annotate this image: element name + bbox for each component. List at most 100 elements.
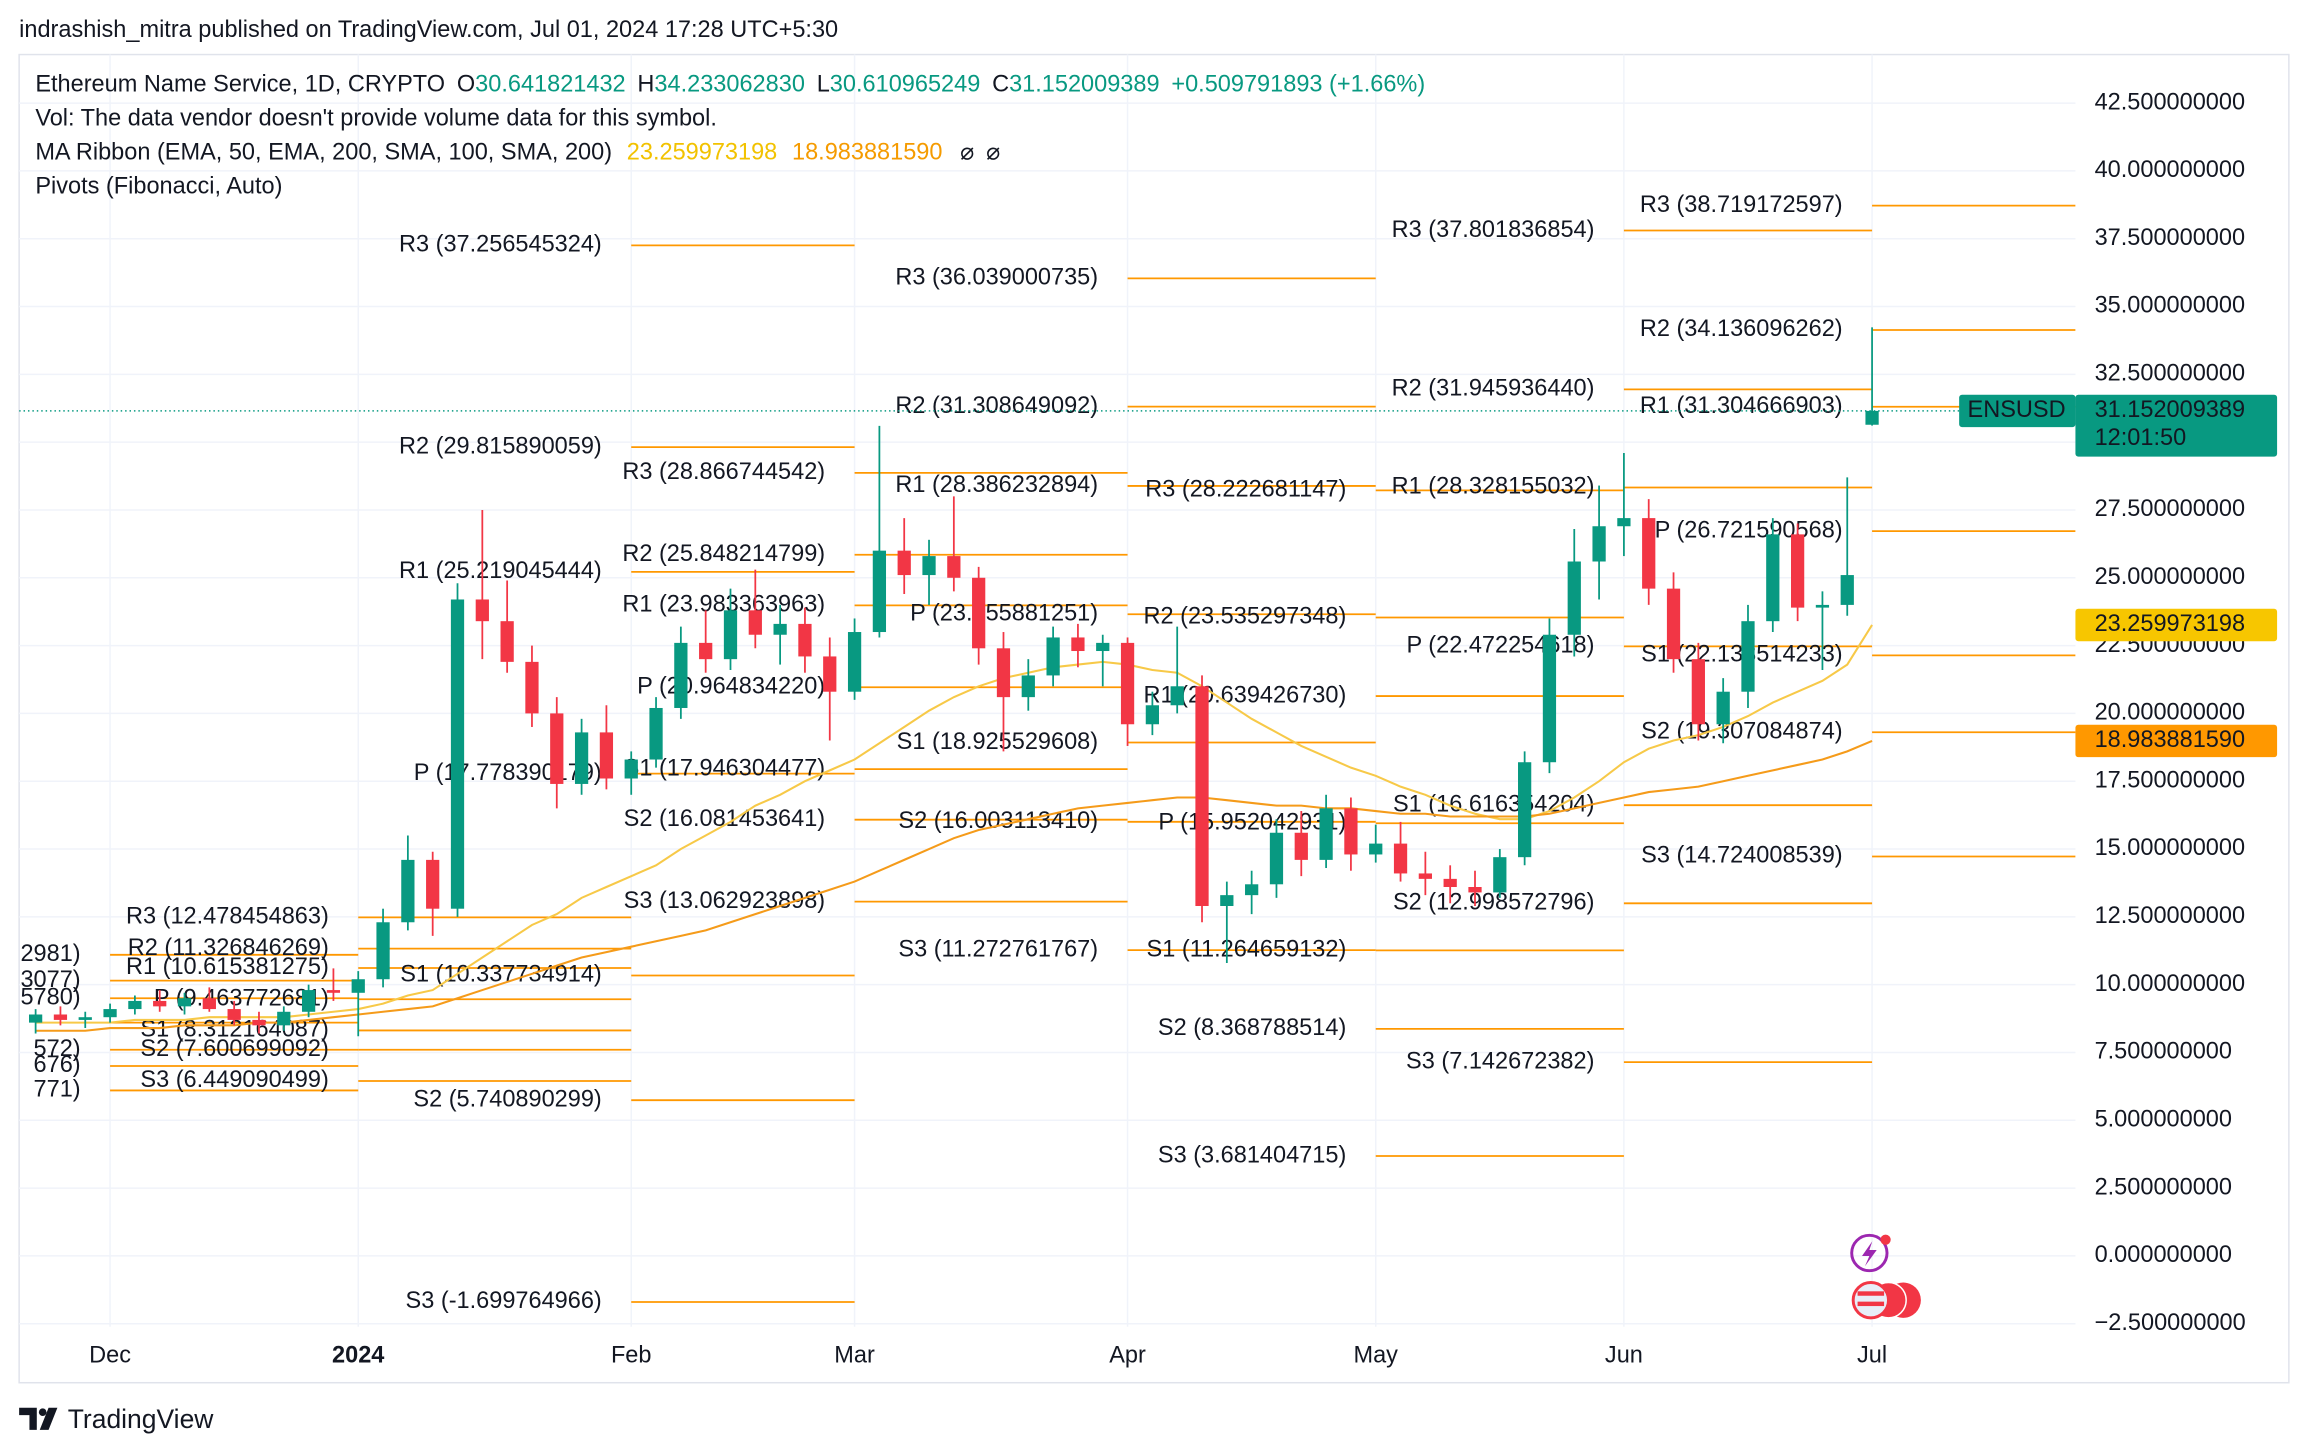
pivot-label: R3 (36.039000735) xyxy=(895,264,1098,290)
value: 30.641821432 xyxy=(475,71,625,97)
pivot-label: S2 (5.740890299) xyxy=(413,1085,601,1111)
candle-body xyxy=(1567,561,1581,635)
pivot-label: 2981) xyxy=(20,940,80,966)
y-tick-label: 27.500000000 xyxy=(2095,495,2245,521)
candle-body xyxy=(1468,887,1482,893)
value: 34.233062830 xyxy=(654,71,804,97)
ma-badge xyxy=(2075,724,2278,758)
ma-value: 23.259973198 xyxy=(627,139,777,165)
legend: Ethereum Name Service, 1D, CRYPTO O30.641… xyxy=(35,71,1425,199)
x-tick-label: Dec xyxy=(89,1341,131,1367)
candle-body xyxy=(996,648,1011,698)
publisher-line: indrashish_mitra published on TradingVie… xyxy=(19,16,838,42)
candle-body xyxy=(1790,534,1805,608)
pivot-label: R3 (38.719172597) xyxy=(1640,191,1843,217)
price-badge-text: 31.152009389 xyxy=(2095,396,2245,422)
pivot-label: S1 (11.264659132) xyxy=(1147,936,1347,962)
ma-empty: ⌀ xyxy=(960,139,974,165)
candle-body xyxy=(1716,691,1730,725)
x-tick-label: 2024 xyxy=(332,1341,384,1367)
alert-icon[interactable] xyxy=(1850,1233,1889,1273)
candle-body xyxy=(1120,642,1135,725)
pivot-label: S2 (7.600699092) xyxy=(140,1035,328,1061)
candle-body xyxy=(1617,518,1631,527)
y-tick-label: 25.000000000 xyxy=(2095,563,2245,589)
y-tick-label: 17.500000000 xyxy=(2095,766,2245,792)
pivot-label: 3077) xyxy=(20,966,80,992)
logo-mark xyxy=(19,1407,58,1430)
y-tick-label: 7.500000000 xyxy=(2095,1038,2232,1064)
pivot-label: 572) xyxy=(34,1035,81,1061)
y-tick-label: 37.500000000 xyxy=(2095,224,2245,250)
flag-icon[interactable] xyxy=(1851,1281,1890,1320)
candle-body xyxy=(1691,659,1705,725)
candle-body xyxy=(450,599,465,909)
pivot-label: R3 (28.222681147) xyxy=(1145,476,1346,502)
candle-body xyxy=(699,642,713,660)
candle-body xyxy=(475,599,489,622)
candle-body xyxy=(574,732,589,784)
candle-body xyxy=(128,1000,142,1010)
pivot-label: R2 (31.308649092) xyxy=(895,392,1098,418)
x-tick-label: Jun xyxy=(1605,1341,1643,1367)
candle-body xyxy=(500,621,514,662)
candle-body xyxy=(723,610,738,660)
candle-body xyxy=(823,656,837,692)
candle-body xyxy=(1592,526,1606,562)
candle-body xyxy=(1369,843,1383,855)
pivot-label: R2 (31.945936440) xyxy=(1392,375,1595,401)
pivot-label: R1 (31.304666903) xyxy=(1640,392,1843,418)
candle-body xyxy=(227,1009,241,1020)
pivot-label: R3 (12.478454863) xyxy=(126,903,329,929)
pivot-label: P (17.778390179) xyxy=(414,759,602,785)
candle-body xyxy=(103,1009,117,1018)
candle-body xyxy=(401,859,415,923)
candle-body xyxy=(1269,832,1284,885)
pivots-legend: Pivots (Fibonacci, Auto) xyxy=(35,172,282,198)
candle-body xyxy=(326,990,341,993)
y-tick-label: 42.500000000 xyxy=(2095,88,2245,114)
pivot-label: 676) xyxy=(34,1051,81,1077)
price-badge xyxy=(2075,394,2278,457)
candle-body xyxy=(1195,686,1209,906)
candle-body xyxy=(550,713,564,784)
candle-body xyxy=(1741,621,1755,692)
symbol: Ethereum Name Service, 1D, CRYPTO xyxy=(35,71,445,97)
candle-body xyxy=(1145,705,1160,725)
pivot-label: P (23.655881251) xyxy=(910,599,1098,625)
pivot-label: R1 (28.386232894) xyxy=(895,471,1098,497)
candle-body xyxy=(649,707,663,760)
volume-note: Vol: The data vendor doesn't provide vol… xyxy=(35,105,717,131)
candle-body xyxy=(1418,873,1432,879)
candle-body xyxy=(1493,857,1507,893)
key: C xyxy=(992,71,1009,97)
pivot-label: 5780) xyxy=(20,983,80,1009)
candle-body xyxy=(599,732,614,779)
candle-body xyxy=(153,1000,167,1007)
pivot-label: R2 (11.326846269) xyxy=(128,934,329,960)
candle-body xyxy=(674,642,688,708)
plot-area: 2981)3077)5780) 572)676)771) R3 (12.478454… xyxy=(19,191,2076,1313)
candle-body xyxy=(28,1014,43,1023)
y-tick-label: 35.000000000 xyxy=(2095,292,2245,318)
candle-body xyxy=(1542,634,1557,763)
candle-body xyxy=(1666,588,1681,660)
pivot-label: S1 (18.925529608) xyxy=(897,728,1098,754)
candle-body xyxy=(78,1017,92,1020)
pivot-label: R1 (28.328155032) xyxy=(1392,473,1595,499)
pivot-label: P (22.472254618) xyxy=(1406,632,1594,658)
candle-body xyxy=(1294,832,1308,860)
legend-ohlc: Ethereum Name Service, 1D, CRYPTO O30.641… xyxy=(35,71,1425,97)
ma-line xyxy=(35,740,1873,1032)
pivot-label: S3 (3.681404715) xyxy=(1158,1141,1346,1167)
candle-body xyxy=(1766,534,1780,622)
y-tick-label: 10.000000000 xyxy=(2095,970,2245,996)
pivot-label: S1 (10.337734914) xyxy=(400,961,601,987)
ma-empty: ⌀ xyxy=(986,139,1000,165)
flag-stripe xyxy=(1857,1291,1885,1296)
candle-body xyxy=(1518,762,1532,858)
candle-body xyxy=(277,1011,291,1026)
candle-body xyxy=(1344,808,1358,855)
pivot-label: S3 (14.724008539) xyxy=(1641,842,1842,868)
